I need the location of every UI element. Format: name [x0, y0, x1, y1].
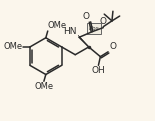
- Text: OMe: OMe: [34, 82, 53, 91]
- Text: OH: OH: [92, 66, 105, 75]
- Text: O: O: [109, 42, 116, 51]
- FancyBboxPatch shape: [87, 23, 101, 34]
- Text: O: O: [100, 17, 107, 26]
- Text: O: O: [83, 12, 90, 21]
- Text: OMe: OMe: [3, 42, 22, 51]
- Text: HN: HN: [63, 27, 76, 36]
- Text: Abs: Abs: [89, 26, 100, 31]
- Polygon shape: [78, 35, 89, 47]
- Text: OMe: OMe: [48, 21, 67, 30]
